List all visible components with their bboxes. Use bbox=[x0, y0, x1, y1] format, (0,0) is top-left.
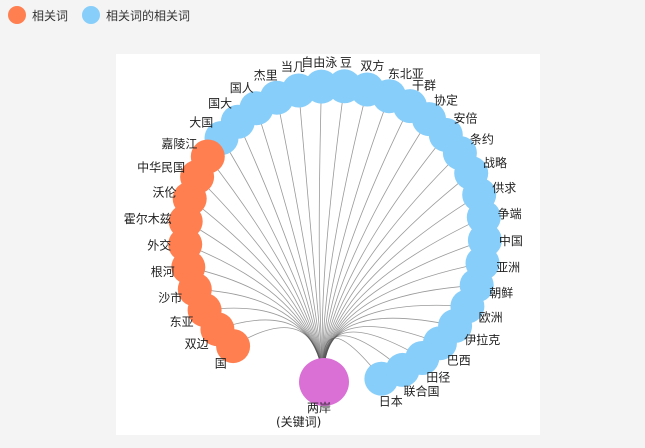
node-group bbox=[168, 69, 502, 396]
label-node-14: 协定 bbox=[434, 92, 458, 107]
edge-node-14 bbox=[323, 118, 430, 383]
label-node-13: 安倍 bbox=[454, 111, 478, 126]
label-node-26: 中华民国 bbox=[137, 160, 185, 175]
label-node-21: 杰里 bbox=[254, 69, 278, 83]
label-node-27: 沃伦 bbox=[152, 185, 176, 200]
label-node-20: 当几 bbox=[281, 60, 305, 74]
legend-label-related-of-related: 相关词的相关词 bbox=[106, 8, 191, 23]
label-node-24: 大国 bbox=[189, 115, 213, 129]
center-node-label: 两岸 bbox=[307, 401, 331, 415]
label-node-19: 自由泳 bbox=[301, 56, 337, 70]
label-node-11: 战略 bbox=[483, 155, 507, 170]
legend-swatch-related-of-related bbox=[82, 6, 101, 24]
label-node-30: 根河 bbox=[151, 265, 175, 279]
label-node-28: 霍尔木兹 bbox=[124, 211, 172, 226]
edge-node-16 bbox=[322, 96, 390, 383]
label-node-8: 中国 bbox=[499, 233, 523, 248]
label-node-4: 伊拉克 bbox=[464, 332, 500, 347]
label-node-7: 亚洲 bbox=[496, 260, 520, 274]
label-node-23: 国大 bbox=[208, 97, 232, 111]
graph-node-34[interactable] bbox=[216, 329, 251, 364]
edge-node-18 bbox=[321, 86, 345, 383]
label-node-25: 嘉陵江 bbox=[161, 137, 197, 151]
label-node-3: 巴西 bbox=[447, 353, 471, 367]
center-node-circle[interactable] bbox=[299, 358, 349, 406]
legend-label-related-words: 相关词 bbox=[32, 8, 69, 23]
label-node-17: 双方 bbox=[360, 58, 384, 73]
label-node-15: 干群 bbox=[412, 78, 436, 92]
label-node-10: 供求 bbox=[492, 181, 516, 195]
label-node-9: 争端 bbox=[498, 207, 522, 221]
label-node-18: 豆 bbox=[340, 55, 352, 69]
legend-item-related-words[interactable]: 相关词 bbox=[8, 6, 68, 24]
label-node-5: 欧洲 bbox=[479, 311, 503, 325]
label-node-32: 东亚 bbox=[170, 315, 194, 329]
label-node-12: 条约 bbox=[470, 132, 494, 147]
label-node-6: 朝鲜 bbox=[489, 286, 513, 300]
label-node-29: 外交 bbox=[147, 238, 171, 253]
legend-swatch-related-words bbox=[8, 6, 26, 24]
center-node-sublabel: (关键词) bbox=[276, 415, 321, 429]
label-node-22: 国人 bbox=[230, 81, 254, 95]
label-node-33: 双边 bbox=[185, 337, 209, 351]
legend: 相关词 相关词的相关词 bbox=[8, 4, 204, 26]
label-node-2: 田径 bbox=[426, 371, 450, 385]
label-node-31: 沙市 bbox=[158, 290, 182, 305]
label-node-1: 联合国 bbox=[404, 383, 440, 398]
label-node-16: 东北亚 bbox=[388, 67, 424, 81]
label-node-0: 日本 bbox=[379, 395, 403, 409]
edge-node-15 bbox=[323, 105, 411, 383]
legend-item-related-of-related[interactable]: 相关词的相关词 bbox=[82, 6, 190, 24]
edge-node-17 bbox=[322, 89, 368, 383]
label-node-34: 国 bbox=[215, 357, 227, 371]
center-node[interactable]: 两岸 (关键词) bbox=[276, 358, 349, 429]
